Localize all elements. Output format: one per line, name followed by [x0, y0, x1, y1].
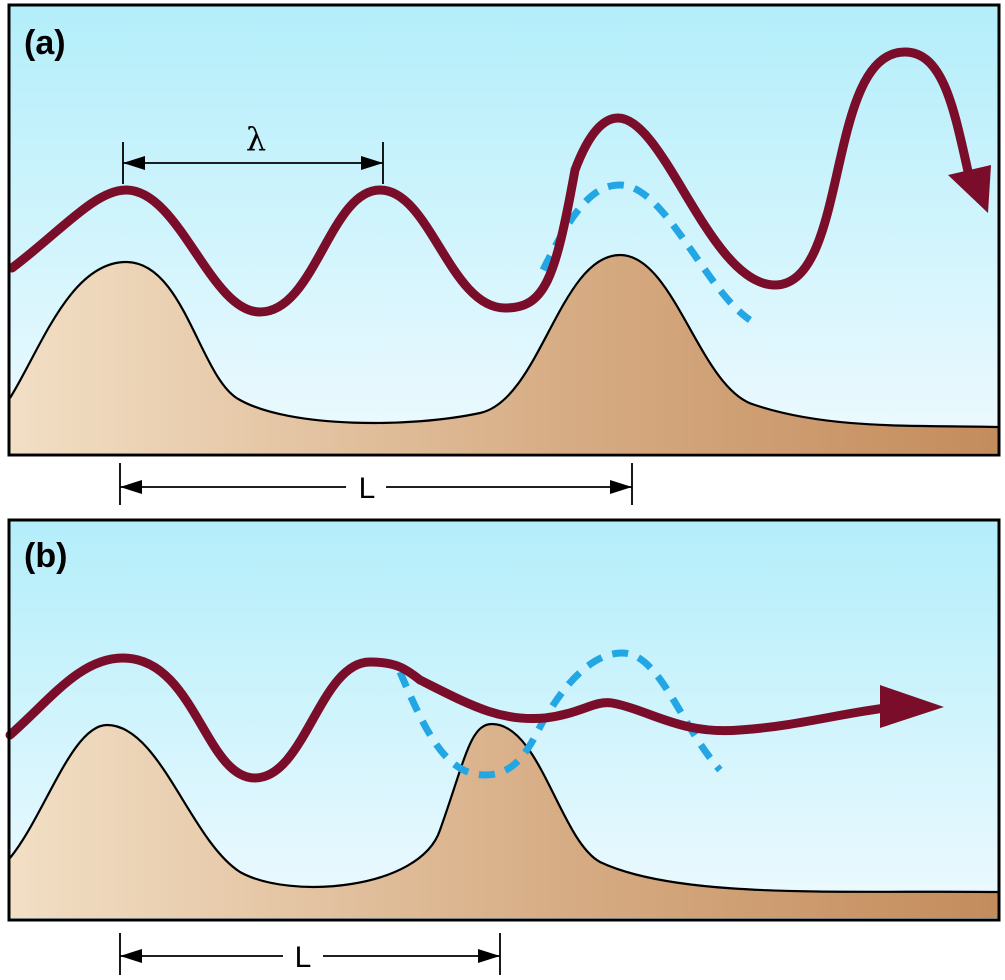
- spacing-a-arrow-left-icon: [120, 480, 142, 494]
- panel-a-streamline-arrow-icon: [948, 165, 991, 213]
- panel-a-terrain: [10, 255, 998, 453]
- spacing-a-label: L: [359, 472, 376, 505]
- panel-b-streamline-arrow-icon: [880, 685, 944, 728]
- panel-a-terrain-outline: [9, 253, 999, 429]
- panel-a-label: (a): [24, 24, 66, 62]
- panel-b-label: (b): [24, 537, 67, 575]
- wavelength-label: λ: [246, 120, 266, 158]
- panel-a-disturbance-wave: [539, 181, 753, 323]
- panel-a-spacing-dimension: L: [119, 463, 633, 505]
- spacing-b-label: L: [295, 941, 312, 974]
- panel-b-terrain: [10, 724, 998, 918]
- spacing-b-arrow-right-icon: [478, 949, 500, 963]
- panel-a-frame: [7, 3, 1001, 457]
- panel-b-spacing-dimension: L: [119, 933, 501, 975]
- panel-b-disturbance-wave: [396, 649, 723, 779]
- spacing-a-arrow-right-icon: [610, 480, 632, 494]
- panel-a-streamline: [7, 47, 975, 317]
- panel-a: λ (a): [7, 3, 1001, 457]
- wavelength-arrow-left-icon: [123, 156, 145, 170]
- spacing-b-arrow-left-icon: [120, 949, 142, 963]
- panel-b-terrain-outline: [9, 722, 999, 894]
- wavelength-arrow-right-icon: [361, 156, 383, 170]
- panel-b-streamline: [5, 653, 900, 783]
- panel-b: (b): [5, 518, 1001, 922]
- panel-b-frame: [7, 518, 1001, 922]
